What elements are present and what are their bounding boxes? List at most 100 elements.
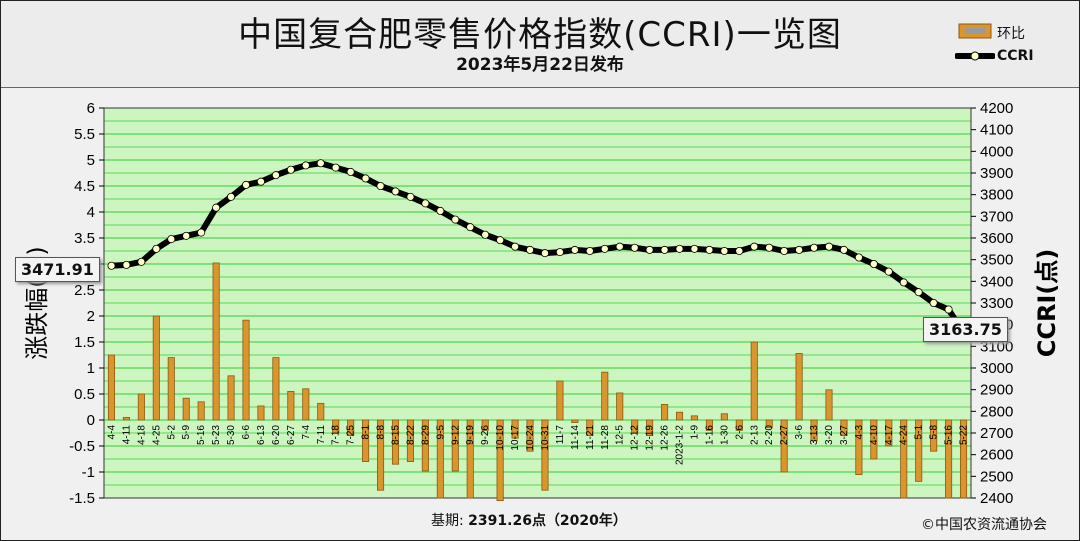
- bar: [332, 419, 340, 434]
- category-label: 4-24: [899, 425, 910, 445]
- bar: [646, 419, 654, 436]
- category-label: 8-1: [361, 425, 372, 440]
- line-dot-icon: [955, 51, 995, 61]
- base-period: 基期: 2391.26点（2020年）: [431, 510, 627, 530]
- category-label: 6-27: [286, 425, 297, 445]
- category-label: 4-11: [121, 425, 132, 445]
- y-right-tick-label: 3600: [980, 230, 1013, 247]
- ccri-point: [645, 245, 654, 254]
- category-label: 12-26: [660, 425, 671, 451]
- bar: [257, 405, 265, 421]
- category-label: 7-25: [346, 425, 357, 445]
- ccri-point: [765, 243, 774, 252]
- legend-item-bar: 环比: [953, 21, 1077, 43]
- ccri-point: [406, 192, 415, 201]
- bar: [675, 411, 684, 421]
- category-label: 4-18: [136, 425, 147, 445]
- bar: [631, 419, 639, 434]
- y-right-tick-label: 2900: [980, 382, 1013, 399]
- ccri-point: [167, 235, 176, 244]
- ccri-point: [391, 187, 400, 196]
- bar: [227, 375, 235, 421]
- ccri-point: [227, 192, 236, 201]
- y-left-tick-label: 4: [87, 204, 95, 221]
- y-right-tick-label: 2800: [980, 403, 1013, 420]
- ccri-point: [331, 163, 340, 172]
- bar: [496, 419, 504, 501]
- y-left-tick-label: 4.5: [74, 178, 95, 195]
- bar: [152, 315, 160, 421]
- ccri-point: [630, 243, 639, 252]
- y-left-tick-label: 2: [87, 308, 95, 325]
- y-left-tick-label: 3.5: [74, 230, 95, 247]
- ccri-point: [705, 245, 714, 254]
- category-label: 5-9: [181, 425, 192, 440]
- bar: [137, 393, 145, 421]
- category-label: 11-7: [555, 425, 566, 445]
- bar: [436, 419, 444, 499]
- category-label: 11-28: [600, 425, 611, 450]
- legend: 环比 CCRI: [953, 19, 1077, 69]
- y-right-tick-label: 2600: [980, 447, 1013, 464]
- bar: [959, 419, 968, 499]
- y-left-tick-label: -1.5: [69, 490, 95, 507]
- category-label: 10-10: [495, 425, 506, 451]
- ccri-point: [540, 249, 549, 258]
- category-label: 6-13: [256, 425, 267, 445]
- ccri-point: [271, 171, 280, 180]
- ccri-point: [346, 167, 355, 176]
- ccri-point: [242, 180, 251, 189]
- bar: [406, 419, 414, 462]
- ccri-point: [182, 231, 191, 240]
- category-label: 4-4: [106, 425, 117, 440]
- y-left-tick-label: 0: [87, 412, 95, 429]
- ccri-point: [795, 245, 804, 254]
- ccri-point: [526, 245, 535, 254]
- bar: [451, 419, 459, 472]
- bar: [750, 341, 758, 421]
- bar: [661, 403, 669, 421]
- ccri-point: [197, 228, 206, 237]
- legend-label-line: CCRI: [997, 48, 1034, 64]
- ccri-point: [107, 261, 116, 270]
- bar: [272, 357, 280, 421]
- category-label: 10-24: [525, 425, 536, 451]
- category-label: 4-3: [854, 425, 865, 440]
- category-label: 3-13: [809, 425, 820, 445]
- ccri-point: [735, 246, 744, 255]
- ccri-point: [690, 244, 699, 253]
- category-label: 8-15: [390, 425, 401, 445]
- bar: [302, 388, 310, 421]
- category-label: 7-4: [301, 425, 312, 440]
- ccri-point: [511, 242, 520, 251]
- ccri-point: [555, 248, 564, 257]
- category-label: 11-14: [570, 425, 581, 450]
- bar-swatch-icon: [958, 23, 992, 39]
- ccri-point: [615, 242, 624, 251]
- bar: [541, 419, 549, 491]
- bar: [945, 419, 953, 499]
- bar: [705, 419, 713, 431]
- y-right-tick-label: 3500: [980, 252, 1013, 269]
- y-left-tick-label: 5.5: [74, 126, 95, 143]
- ccri-point: [451, 215, 460, 224]
- bar: [795, 353, 803, 421]
- base-period-label: 基期:: [431, 513, 464, 529]
- bar: [900, 419, 908, 499]
- ccri-point: [436, 206, 445, 215]
- bar: [511, 419, 519, 439]
- category-label: 9-26: [480, 425, 491, 445]
- category-label: 5-2: [166, 425, 177, 440]
- y-right-axis-title: CCRI(点): [1033, 249, 1061, 358]
- bar: [197, 401, 205, 421]
- y-right-tick-label: 2500: [980, 468, 1013, 485]
- ccri-point: [585, 246, 594, 255]
- y-right-tick-label: 4200: [980, 100, 1013, 117]
- ccri-point: [466, 223, 475, 232]
- ccri-point: [421, 199, 430, 208]
- category-label: 5-8: [929, 425, 940, 440]
- ccri-point: [824, 242, 833, 251]
- category-label: 6-6: [241, 425, 252, 440]
- bar: [287, 390, 295, 421]
- category-label: 12-5: [615, 425, 626, 445]
